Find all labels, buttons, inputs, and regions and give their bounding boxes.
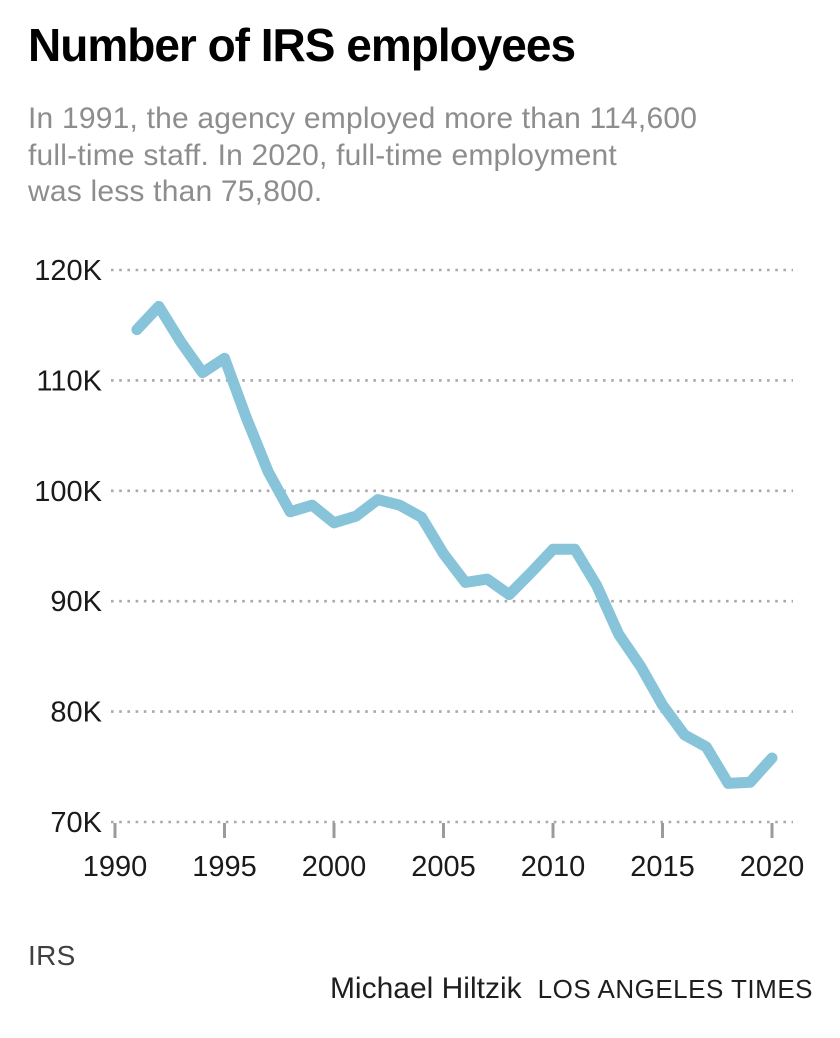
credit-author: Michael Hiltzik xyxy=(329,972,522,1005)
x-tick-label: 2010 xyxy=(521,851,586,883)
y-tick-label: 110K xyxy=(36,365,102,397)
x-tick-label: 2020 xyxy=(740,851,805,883)
line-chart-svg: 120K 110K 100K 90K 80K 70K 1990 1995 2000 2005 201… xyxy=(34,255,805,883)
x-tick-label: 2005 xyxy=(411,851,476,883)
y-tick-label: 90K xyxy=(50,586,102,618)
y-tick-label: 70K xyxy=(50,807,102,839)
source-label: IRS xyxy=(28,940,76,971)
x-tick-label: 2015 xyxy=(630,851,695,883)
credit-line: Michael Hiltzik LOS ANGELES TIMES xyxy=(330,972,813,1006)
x-tick-label: 1995 xyxy=(192,851,257,883)
chart-title: Number of IRS employees xyxy=(28,19,576,71)
credit-publication: LOS ANGELES TIMES xyxy=(537,974,813,1004)
y-tick-label: 120K xyxy=(34,255,102,287)
y-tick-label: 100K xyxy=(34,476,102,508)
data-line-irs-employees xyxy=(131,300,778,789)
y-tick-label: 80K xyxy=(50,697,102,729)
x-tick-label: 1990 xyxy=(83,851,148,883)
chart-subtitle-line-3: was less than 75,800. xyxy=(28,175,323,208)
chart-subtitle-line-1: In 1991, the agency employed more than 1… xyxy=(28,102,698,135)
x-tick-label: 2000 xyxy=(302,851,367,883)
chart-subtitle: In 1991, the agency employed more than 1… xyxy=(28,101,697,211)
chart-subtitle-line-2: full-time staff. In 2020, full-time empl… xyxy=(28,138,617,172)
